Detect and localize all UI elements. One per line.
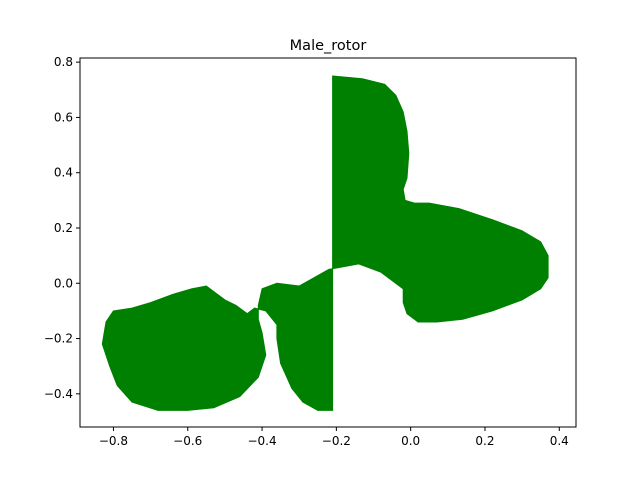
y-tick-label: −0.4 — [44, 387, 73, 401]
plot-area — [101, 75, 549, 411]
x-tick-label: −0.8 — [99, 434, 128, 448]
x-tick-label: −0.4 — [247, 434, 276, 448]
x-tick-label: −0.6 — [173, 434, 202, 448]
y-axis: −0.4 −0.2 0.0 0.2 0.4 0.6 0.8 — [44, 55, 80, 401]
y-tick-label: −0.2 — [44, 332, 73, 346]
x-tick-label: −0.2 — [322, 434, 351, 448]
y-tick-label: 0.2 — [54, 221, 73, 235]
x-axis: −0.8 −0.6 −0.4 −0.2 0.0 0.2 0.4 — [99, 427, 569, 448]
x-tick-label: 0.4 — [550, 434, 569, 448]
y-tick-label: 0.4 — [54, 166, 73, 180]
y-tick-label: 0.8 — [54, 55, 73, 69]
x-tick-label: 0.2 — [475, 434, 494, 448]
y-tick-label: 0.6 — [54, 110, 73, 124]
rotor-profile-fill-0 — [101, 75, 549, 411]
y-tick-label: 0.0 — [54, 276, 73, 290]
axes-frame — [79, 57, 577, 428]
x-tick-label: 0.0 — [401, 434, 420, 448]
chart-title: Male_rotor — [290, 38, 367, 54]
